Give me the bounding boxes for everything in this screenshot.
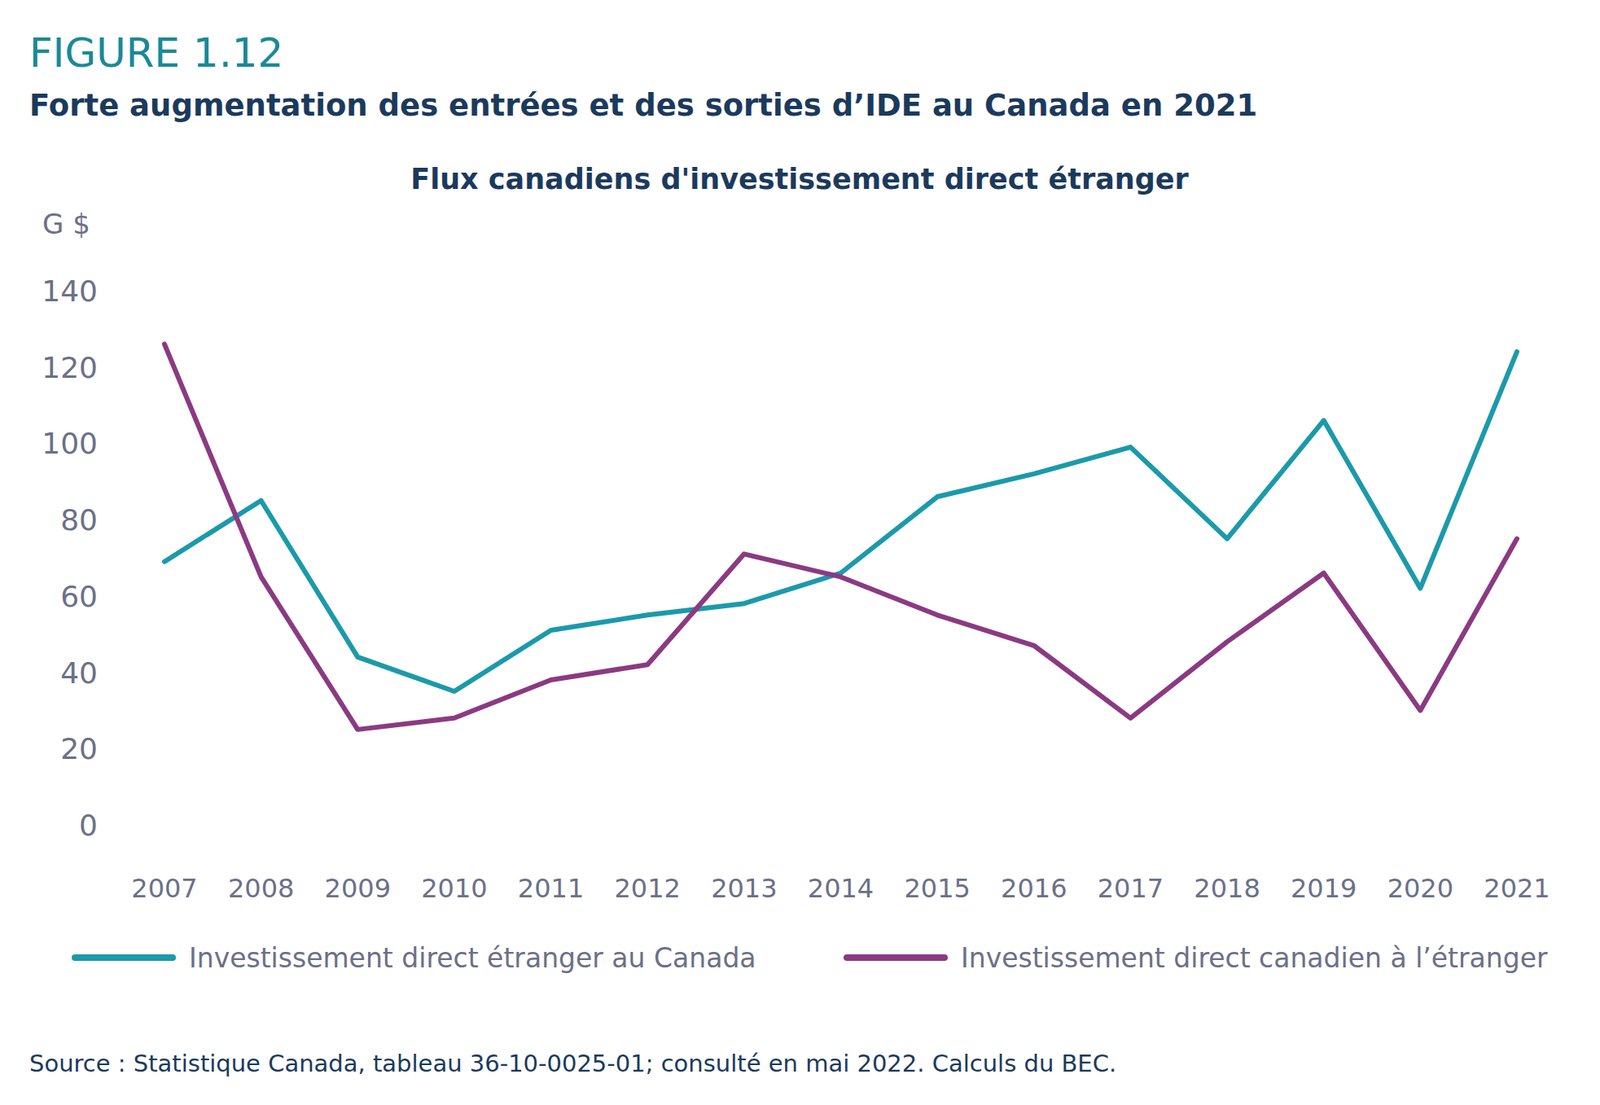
legend-swatch: [846, 954, 945, 961]
legend-label: Investissement direct canadien à l’étran…: [960, 942, 1548, 974]
y-tick-label: 0: [78, 808, 98, 842]
chart: FIGURE 1.12 Forte augmentation des entrée…: [0, 0, 1600, 1105]
legend-swatch: [74, 954, 173, 961]
x-tick-label: 2018: [1193, 872, 1260, 904]
x-tick-label: 2013: [710, 872, 777, 904]
y-tick-label: 20: [60, 732, 98, 766]
y-axis-label: G $: [42, 207, 91, 241]
x-tick-label: 2015: [903, 872, 970, 904]
legend-label: Investissement direct étranger au Canada: [188, 942, 757, 974]
y-tick-label: 100: [41, 426, 98, 461]
x-tick-label: 2021: [1483, 872, 1550, 904]
x-tick-label: 2007: [131, 872, 198, 904]
x-tick-label: 2011: [517, 872, 584, 904]
x-tick-label: 2017: [1097, 872, 1164, 904]
x-tick-label: 2008: [227, 872, 294, 904]
x-tick-label: 2020: [1387, 872, 1454, 904]
x-axis: 2007 2008 2009 2010 2011 2012 2013 2014 2015 2016…: [131, 872, 1550, 904]
y-tick-label: 40: [60, 656, 98, 690]
lines: [164, 344, 1517, 730]
y-tick-label: 140: [41, 274, 98, 308]
y-tick-label: 120: [41, 350, 98, 385]
legend: Investissement direct étranger au Canada…: [74, 942, 1548, 974]
figure-label: FIGURE 1.12: [29, 29, 284, 77]
source: Source : Statistique Canada, tableau 36-…: [29, 1049, 1117, 1078]
series-line: [164, 351, 1517, 692]
x-tick-label: 2014: [807, 872, 874, 904]
heading: Forte augmentation des entrées et des so…: [29, 87, 1258, 123]
x-tick-label: 2019: [1290, 872, 1357, 904]
x-tick-label: 2012: [613, 872, 680, 904]
x-tick-label: 2009: [324, 872, 391, 904]
x-tick-label: 2016: [1000, 872, 1067, 904]
y-axis: 0 20 40 60 80 100 120 140: [41, 274, 100, 842]
chart-title: Flux canadiens d'investissement direct é…: [410, 162, 1189, 196]
series-line: [164, 344, 1517, 730]
y-tick-label: 80: [60, 503, 98, 537]
y-tick-label: 60: [60, 579, 98, 614]
x-tick-label: 2010: [420, 872, 487, 904]
